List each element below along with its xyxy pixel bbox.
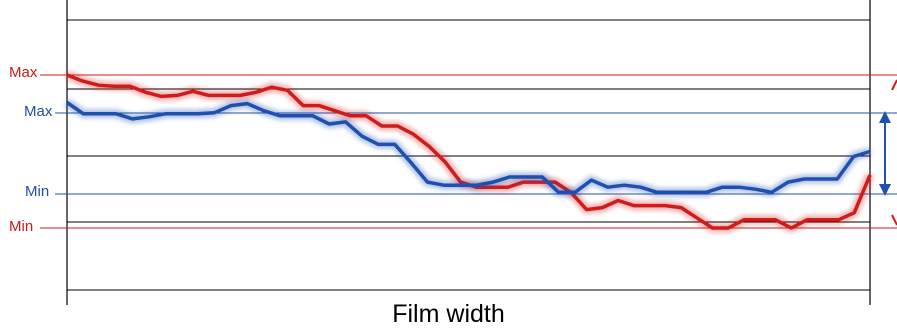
- series-layer: [64, 70, 875, 233]
- blue-series-line: [66, 101, 871, 195]
- red-series-line: [66, 73, 872, 230]
- blue-max-label: Max: [24, 103, 53, 120]
- red-range-arrow: [891, 79, 897, 226]
- x-axis-label: Film width: [392, 300, 505, 328]
- red-series-glow: [65, 70, 875, 233]
- blue-series-glow: [64, 98, 872, 197]
- blue-min-label: Min: [25, 183, 50, 200]
- red-min-label: Min: [9, 218, 34, 235]
- red-max-label: Max: [9, 64, 38, 81]
